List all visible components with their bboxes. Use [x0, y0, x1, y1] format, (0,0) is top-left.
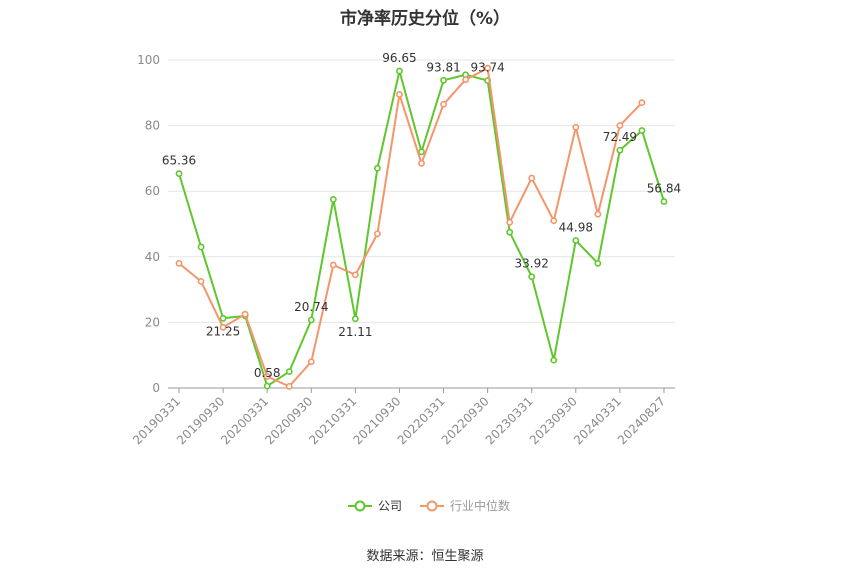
series-point: [418, 148, 425, 156]
series-point: [374, 164, 381, 172]
series-point: [307, 316, 315, 324]
series-point: [263, 382, 271, 390]
series-point: [263, 373, 271, 380]
x-tick-label: 20240827: [615, 394, 668, 447]
series-point: [351, 271, 359, 279]
series-point: [528, 273, 536, 281]
legend-marker-0: [354, 500, 366, 512]
series-point: [396, 91, 403, 98]
series-point: [506, 218, 514, 226]
y-tick-label: 60: [145, 184, 160, 198]
series-point: [594, 210, 602, 218]
series-point: [329, 261, 337, 269]
data-source: 数据来源：恒生聚源: [366, 549, 484, 564]
series-point: [285, 368, 293, 375]
series-point: [572, 237, 580, 244]
series-point: [175, 259, 183, 267]
series-point: [440, 100, 447, 108]
data-label: 33.92: [515, 257, 549, 271]
data-labels: 65.36 21.25 0.58 20.74 21.11 96.65 93.81 93.74 3…: [162, 51, 681, 380]
data-label: 96.65: [382, 51, 416, 65]
legend-label-0: 公司: [378, 499, 402, 513]
data-label: 93.81: [426, 60, 460, 74]
series-point: [550, 356, 558, 364]
chart-title: 市净率历史分位（%）: [339, 9, 511, 29]
series-point: [396, 67, 403, 75]
data-label: 21.25: [206, 324, 240, 338]
series-point: [572, 123, 580, 131]
series-point: [528, 174, 536, 182]
y-tick-label: 40: [145, 250, 160, 264]
series-point: [462, 76, 469, 84]
series-point: [616, 122, 624, 129]
series-point: [638, 127, 646, 134]
series-point: [351, 315, 359, 323]
y-tick-label: 80: [145, 119, 160, 133]
data-label: 93.74: [470, 61, 504, 75]
data-label: 72.49: [603, 130, 637, 144]
data-label: 0.58: [254, 366, 281, 380]
series-lines: [175, 64, 668, 390]
series-point: [638, 99, 646, 107]
y-tick-label: 100: [137, 53, 160, 67]
series-point: [197, 277, 205, 285]
series-point: [660, 198, 668, 205]
legend: 公司 行业中位数: [348, 498, 510, 513]
series-point: [219, 323, 227, 331]
legend-label-1: 行业中位数: [450, 498, 510, 513]
series-point: [550, 217, 558, 225]
x-axis: 2019033120190930202003312020093020210331…: [130, 387, 675, 447]
series-point: [418, 159, 425, 167]
series-line-1: [178, 67, 643, 388]
series-point: [374, 230, 381, 238]
grid-lines: [168, 59, 675, 323]
y-tick-label: 0: [152, 381, 160, 395]
series-point: [440, 76, 447, 84]
y-axis-ticks: 0 20 40 60 80 100: [137, 53, 160, 395]
series-point: [241, 310, 249, 318]
data-label: 56.84: [647, 182, 681, 196]
data-label: 65.36: [162, 154, 196, 168]
data-label: 21.11: [338, 325, 372, 339]
series-point: [329, 195, 337, 203]
series-point: [484, 64, 492, 72]
series-point: [175, 170, 183, 178]
legend-marker-1: [426, 500, 438, 512]
series-point: [506, 228, 514, 236]
series-point: [594, 259, 602, 267]
series-point: [285, 382, 293, 390]
series-point: [307, 358, 315, 366]
series-point: [197, 243, 205, 251]
series-point: [616, 146, 624, 154]
data-label: 44.98: [559, 220, 593, 234]
series-point: [219, 314, 227, 322]
data-label: 20.74: [294, 300, 328, 314]
y-tick-label: 20: [145, 315, 160, 329]
